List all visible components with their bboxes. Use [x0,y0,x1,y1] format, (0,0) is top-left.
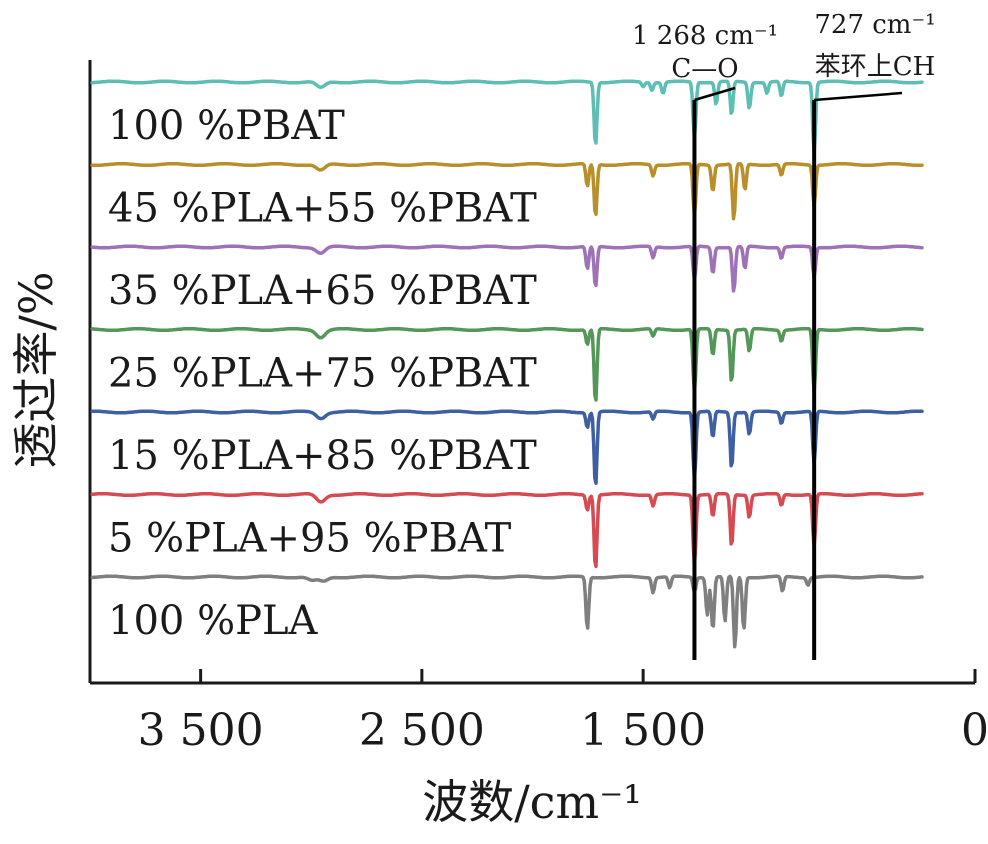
series-line [90,409,924,485]
series-label: 15 %PLA+85 %PBAT [108,433,537,479]
x-tick-label: 2 500 [359,705,485,756]
series-label: 35 %PLA+65 %PBAT [108,268,537,314]
series-line [90,244,924,293]
annotation-leader [814,91,903,102]
series-label: 45 %PLA+55 %PBAT [108,186,537,232]
y-axis-title: 透过率/% [9,271,63,468]
x-ticks: 3 500 2 500 1 500 0 [138,669,988,756]
series-line [90,161,924,221]
annotation-wavenumber: 1 268 cm⁻¹ [632,21,778,51]
x-tick-label: 3 500 [138,705,264,756]
series-line [90,491,924,569]
series-label: 100 %PLA [108,598,319,644]
annotation-assignment: 苯环上CH [815,52,936,82]
x-axis-title: 波数/cm⁻¹ [422,775,642,829]
series-line [90,574,924,649]
annotation-wavenumber: 727 cm⁻¹ [814,10,935,40]
series-line [90,79,924,156]
series-group: 100 %PBAT 45 %PLA+55 %PBAT 35 %PLA+65 %PBA… [90,79,924,649]
series-label: 25 %PLA+75 %PBAT [108,351,537,397]
series-line [90,326,924,402]
annotation-markers: 1 268 cm⁻¹C—O 727 cm⁻¹ 苯环上CH [632,10,936,660]
series-label: 100 %PBAT [108,103,345,149]
plot-frame [88,60,975,685]
x-tick-label: 1 500 [580,705,706,756]
annotation-assignment: C—O [671,54,738,84]
x-tick-label: 0 [961,705,988,756]
series-label: 5 %PLA+95 %PBAT [108,516,512,562]
annotation-leader [694,86,736,102]
